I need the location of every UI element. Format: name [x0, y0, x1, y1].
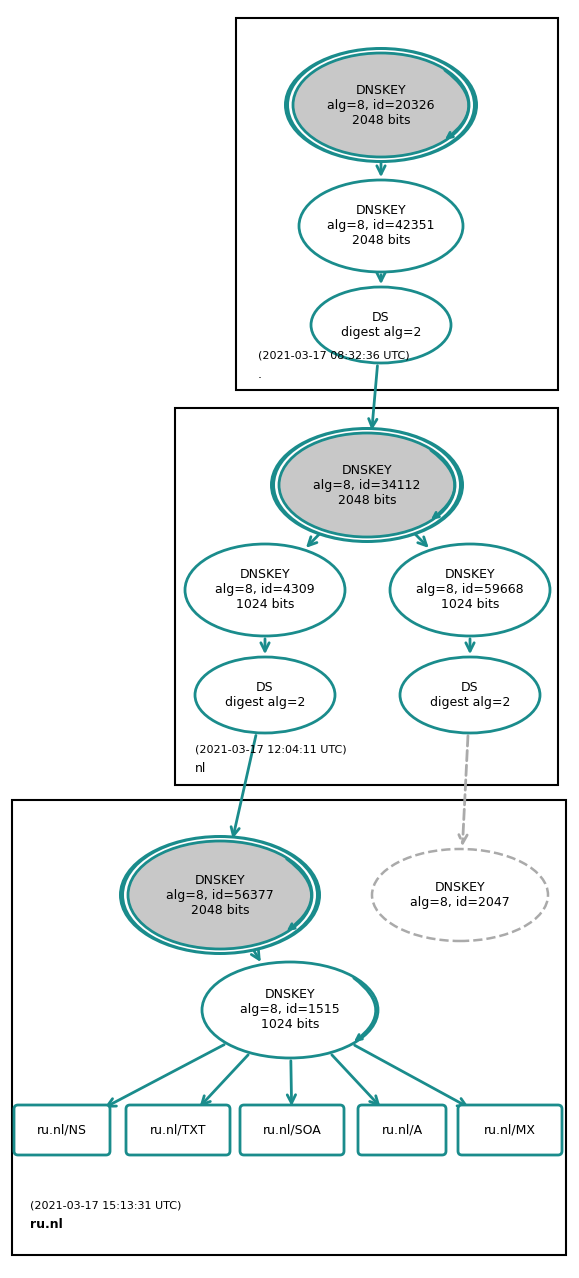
Ellipse shape	[390, 544, 550, 636]
Ellipse shape	[293, 52, 469, 157]
Text: DNSKEY
alg=8, id=56377
2048 bits: DNSKEY alg=8, id=56377 2048 bits	[166, 873, 274, 916]
Text: DNSKEY
alg=8, id=59668
1024 bits: DNSKEY alg=8, id=59668 1024 bits	[416, 569, 524, 611]
Ellipse shape	[124, 838, 316, 952]
Text: (2021-03-17 12:04:11 UTC): (2021-03-17 12:04:11 UTC)	[195, 744, 347, 754]
Ellipse shape	[119, 835, 321, 955]
Text: DNSKEY
alg=8, id=34112
2048 bits: DNSKEY alg=8, id=34112 2048 bits	[313, 464, 421, 506]
Ellipse shape	[195, 657, 335, 734]
FancyBboxPatch shape	[358, 1105, 446, 1155]
Ellipse shape	[202, 962, 378, 1058]
Text: DNSKEY
alg=8, id=4309
1024 bits: DNSKEY alg=8, id=4309 1024 bits	[215, 569, 315, 611]
Text: DNSKEY
alg=8, id=1515
1024 bits: DNSKEY alg=8, id=1515 1024 bits	[240, 988, 340, 1031]
Text: .: .	[258, 368, 262, 381]
Ellipse shape	[299, 180, 463, 272]
Ellipse shape	[185, 544, 345, 636]
Ellipse shape	[289, 50, 473, 160]
Ellipse shape	[372, 849, 548, 941]
Ellipse shape	[284, 47, 478, 164]
Ellipse shape	[275, 429, 459, 541]
FancyBboxPatch shape	[240, 1105, 344, 1155]
Text: ru.nl/NS: ru.nl/NS	[37, 1123, 87, 1136]
Text: nl: nl	[195, 762, 206, 774]
Text: ru.nl: ru.nl	[30, 1218, 63, 1231]
FancyBboxPatch shape	[14, 1105, 110, 1155]
Ellipse shape	[279, 433, 455, 537]
Ellipse shape	[400, 657, 540, 734]
Text: DNSKEY
alg=8, id=20326
2048 bits: DNSKEY alg=8, id=20326 2048 bits	[327, 83, 435, 127]
FancyBboxPatch shape	[458, 1105, 562, 1155]
Text: ru.nl/A: ru.nl/A	[382, 1123, 423, 1136]
Text: ru.nl/SOA: ru.nl/SOA	[263, 1123, 321, 1136]
Ellipse shape	[311, 288, 451, 363]
Ellipse shape	[270, 427, 464, 543]
Text: DS
digest alg=2: DS digest alg=2	[341, 311, 421, 339]
Text: DS
digest alg=2: DS digest alg=2	[430, 681, 510, 709]
Bar	[12, 800, 566, 1255]
Text: ru.nl/TXT: ru.nl/TXT	[150, 1123, 206, 1136]
Bar	[175, 408, 558, 785]
Text: DS
digest alg=2: DS digest alg=2	[225, 681, 305, 709]
FancyBboxPatch shape	[126, 1105, 230, 1155]
Text: ru.nl/MX: ru.nl/MX	[484, 1123, 536, 1136]
Text: (2021-03-17 15:13:31 UTC): (2021-03-17 15:13:31 UTC)	[30, 1200, 181, 1210]
Ellipse shape	[128, 841, 312, 950]
Text: (2021-03-17 08:32:36 UTC): (2021-03-17 08:32:36 UTC)	[258, 350, 409, 360]
Text: DNSKEY
alg=8, id=2047: DNSKEY alg=8, id=2047	[410, 881, 510, 909]
Bar	[236, 18, 558, 390]
Text: DNSKEY
alg=8, id=42351
2048 bits: DNSKEY alg=8, id=42351 2048 bits	[327, 204, 435, 248]
